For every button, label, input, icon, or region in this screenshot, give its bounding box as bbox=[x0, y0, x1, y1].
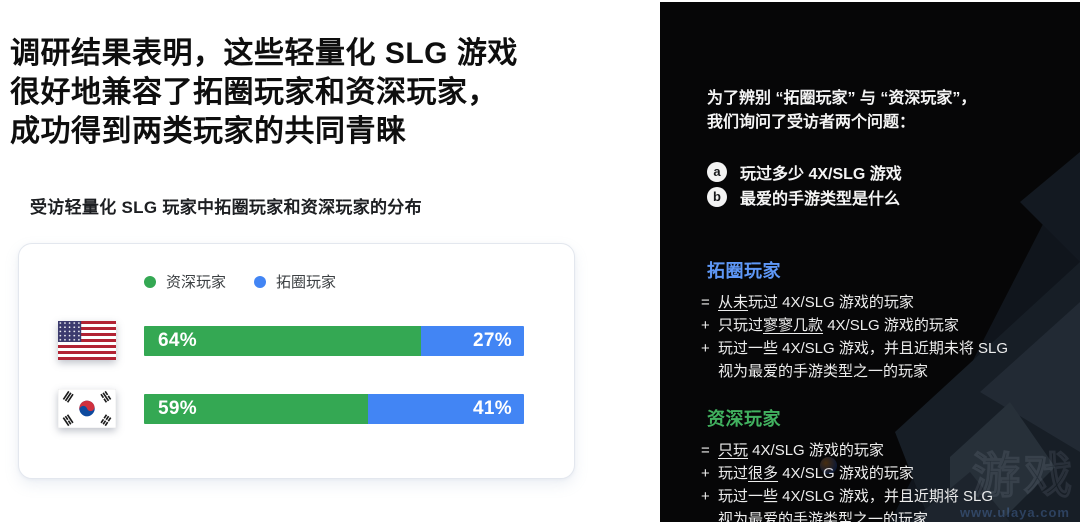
bar-segment-expansion: 27% bbox=[421, 326, 524, 356]
bar-value-label: 27% bbox=[473, 330, 512, 351]
question-a: a 玩过多少 4X/SLG 游戏 bbox=[707, 159, 902, 184]
definition-line-continuation: 视为最爱的手游类型之一的玩家 bbox=[718, 363, 929, 380]
title-line-2: 很好地兼容了拓圈玩家和资深玩家， bbox=[10, 76, 498, 109]
definition-line: + 只玩过寥寥几款 4X/SLG 游戏的玩家 bbox=[701, 317, 959, 334]
section-expansion-players: 拓圈玩家 = 从未玩过 4X/SLG 游戏的玩家 + 只玩过寥寥几款 4X/SLG … bbox=[701, 257, 1061, 383]
badge-b-icon: b bbox=[707, 186, 727, 207]
kr-flag-icon bbox=[58, 389, 116, 428]
bar-segment-veteran: 64% bbox=[144, 326, 422, 356]
definition-line: = 从未玩过 4X/SLG 游戏的玩家 bbox=[701, 294, 914, 311]
section-veteran-players: 资深玩家 = 只玩 4X/SLG 游戏的玩家 + 玩过很多 4X/SLG 游戏的玩家… bbox=[701, 405, 1061, 522]
bar-segment-expansion: 41% bbox=[368, 394, 524, 424]
page-title: 调研结果表明，这些轻量化 SLG 游戏 很好地兼容了拓圈玩家和资深玩家， 成功得… bbox=[10, 34, 610, 151]
right-dark-panel: 为了辨别 “拓圈玩家” 与 “资深玩家”， 我们询问了受访者两个问题： a 玩过… bbox=[660, 2, 1080, 522]
intro-line-2: 我们询问了受访者两个问题： bbox=[707, 114, 916, 131]
legend-item-expansion: 拓圈玩家 bbox=[254, 271, 336, 292]
question-list: a 玩过多少 4X/SLG 游戏 b 最爱的手游类型是什么 bbox=[707, 159, 902, 209]
definition-line: + 玩过很多 4X/SLG 游戏的玩家 bbox=[701, 465, 914, 482]
definition-line: + 玩过一些 4X/SLG 游戏，并且近期未将 SLG bbox=[701, 340, 1009, 357]
chart-card: 资深玩家 拓圈玩家 bbox=[18, 243, 575, 479]
green-dot-icon bbox=[144, 275, 156, 288]
bar-value-label: 59% bbox=[158, 398, 197, 419]
legend-label: 拓圈玩家 bbox=[276, 274, 337, 291]
blue-dot-icon bbox=[254, 275, 267, 288]
polygon-decoration bbox=[890, 152, 1080, 522]
legend-label: 资深玩家 bbox=[166, 274, 227, 291]
stacked-bar-kr: 59% 41% bbox=[144, 394, 524, 424]
chart-legend: 资深玩家 拓圈玩家 bbox=[144, 271, 336, 292]
definition-line: + 玩过一些 4X/SLG 游戏，并且近期将 SLG bbox=[701, 488, 994, 505]
panel-content: 为了辨别 “拓圈玩家” 与 “资深玩家”， 我们询问了受访者两个问题： a 玩过… bbox=[660, 2, 1080, 522]
question-b: b 最爱的手游类型是什么 bbox=[707, 184, 902, 209]
survey-intro: 为了辨别 “拓圈玩家” 与 “资深玩家”， 我们询问了受访者两个问题： bbox=[707, 87, 976, 135]
badge-a-icon: a bbox=[707, 161, 727, 182]
title-line-1: 调研结果表明，这些轻量化 SLG 游戏 bbox=[10, 37, 518, 70]
definition-lines: = 只玩 4X/SLG 游戏的玩家 + 玩过很多 4X/SLG 游戏的玩家 + 玩过一… bbox=[701, 439, 1061, 522]
section-heading: 拓圈玩家 bbox=[707, 261, 781, 281]
question-text: 玩过多少 4X/SLG 游戏 bbox=[740, 165, 902, 183]
left-panel: 调研结果表明，这些轻量化 SLG 游戏 很好地兼容了拓圈玩家和资深玩家， 成功得… bbox=[10, 34, 610, 479]
us-flag-icon bbox=[58, 321, 116, 360]
bar-value-label: 41% bbox=[473, 398, 512, 419]
stacked-bar-us: 64% 27% bbox=[144, 326, 524, 356]
intro-line-1: 为了辨别 “拓圈玩家” 与 “资深玩家”， bbox=[707, 90, 977, 107]
legend-item-veteran: 资深玩家 bbox=[144, 271, 226, 292]
section-heading: 资深玩家 bbox=[707, 409, 781, 429]
bar-segment-veteran: 59% bbox=[144, 394, 369, 424]
definition-lines: = 从未玩过 4X/SLG 游戏的玩家 + 只玩过寥寥几款 4X/SLG 游戏的玩家… bbox=[701, 291, 1061, 383]
definition-line-continuation: 视为最爱的手游类型之一的玩家 bbox=[718, 511, 929, 522]
title-line-3: 成功得到两类玩家的共同青睐 bbox=[10, 115, 407, 148]
chart-subtitle: 受访轻量化 SLG 玩家中拓圈玩家和资深玩家的分布 bbox=[30, 198, 422, 217]
definition-line: = 只玩 4X/SLG 游戏的玩家 bbox=[701, 442, 884, 459]
question-text: 最爱的手游类型是什么 bbox=[740, 190, 901, 208]
bar-value-label: 64% bbox=[158, 330, 197, 351]
